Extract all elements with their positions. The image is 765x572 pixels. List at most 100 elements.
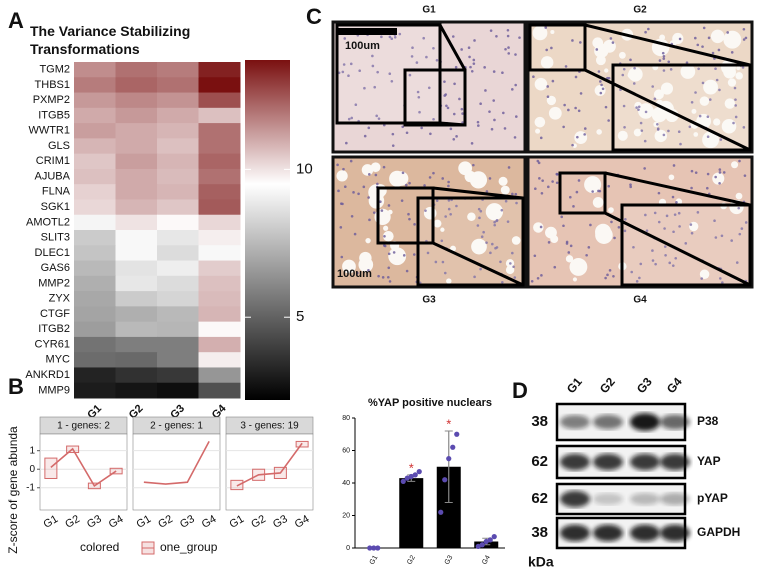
nucleus [341,70,345,74]
blot-band [593,493,623,505]
nucleus [645,229,649,232]
nucleus [540,191,544,195]
vacuole [668,174,675,181]
nucleus [611,41,615,44]
nucleus [368,173,371,176]
blot-band [630,493,660,505]
zoom-line [584,68,751,152]
nucleus [706,115,710,119]
nucleus [376,70,379,74]
nucleus [599,91,603,95]
heat-cell [74,306,116,323]
nucleus [663,245,667,248]
nucleus [440,239,444,243]
nucleus [735,261,739,264]
heat-cell [198,382,241,399]
nucleus [473,39,476,42]
nucleus [643,139,647,143]
nucleus [694,171,698,174]
vacuole [361,164,374,176]
lane-label: G3 [634,375,655,397]
data-point [491,534,497,540]
nucleus [447,207,451,211]
nucleus [493,223,497,227]
vacuole [723,30,742,49]
nucleus [504,47,507,51]
nucleus [408,73,412,77]
colorbar [245,60,290,400]
nucleus [572,205,575,208]
nucleus [501,71,504,75]
vacuole [565,255,574,263]
protein-label: YAP [697,454,721,468]
x-tick-label: G1 [369,554,380,566]
nucleus [451,35,455,38]
heat-cell [115,168,158,185]
vacuole [383,230,394,242]
inset-zoom [620,203,752,287]
vacuole [569,258,588,276]
nucleus [506,34,510,38]
heat-cell [115,321,158,338]
blot-band [560,453,590,471]
nucleus [382,165,386,169]
vacuole [533,222,544,233]
nucleus [604,276,607,280]
vacuole [736,65,741,71]
nucleus [509,262,512,265]
nucleus [367,126,371,130]
row-label: AMOTL2 [26,216,70,228]
zoom-line [439,121,466,127]
nucleus [623,125,626,129]
nucleus [441,177,444,180]
inset-zoom [611,63,752,152]
nucleus [511,251,514,255]
vacuole [699,96,710,106]
nucleus [656,128,660,131]
heat-cell [115,184,158,200]
unit-label: kDa [528,554,554,570]
histology-label: G3 [422,295,436,306]
nucleus [411,46,414,49]
heat-cell [198,123,241,139]
nucleus [654,262,657,266]
nucleus [718,168,722,171]
nucleus [447,199,451,202]
row-label: GLS [48,140,70,152]
heat-cell [115,291,158,307]
heat-cell [115,62,158,78]
nucleus [719,277,722,280]
blot-band [630,524,660,542]
nucleus [643,167,646,170]
nucleus [373,85,377,89]
nucleus [512,265,515,269]
heat-cell [74,321,116,338]
nucleus [380,35,383,39]
vacuole [548,106,562,120]
vacuole [336,170,348,182]
nucleus [507,166,511,169]
heat-cell [157,291,199,307]
nucleus [375,114,378,118]
nucleus [671,264,675,267]
nucleus [453,82,456,86]
nucleus [371,54,374,58]
blot-band [660,453,690,471]
nucleus [357,192,360,196]
heatmap-title: The Variance Stabilizing Transformations [30,23,191,57]
nucleus [690,186,693,190]
heat-cell [198,62,241,78]
vacuole [592,197,604,208]
heat-cell [198,291,241,307]
nucleus [352,191,355,194]
nucleus [622,67,626,71]
nucleus [455,204,458,208]
vacuole [467,212,476,221]
nucleus [658,59,662,62]
nucleus [501,280,504,284]
inset-source [403,68,467,127]
heat-cell [74,260,116,277]
nucleus [383,235,386,238]
nucleus [595,48,599,51]
nucleus [609,37,613,40]
